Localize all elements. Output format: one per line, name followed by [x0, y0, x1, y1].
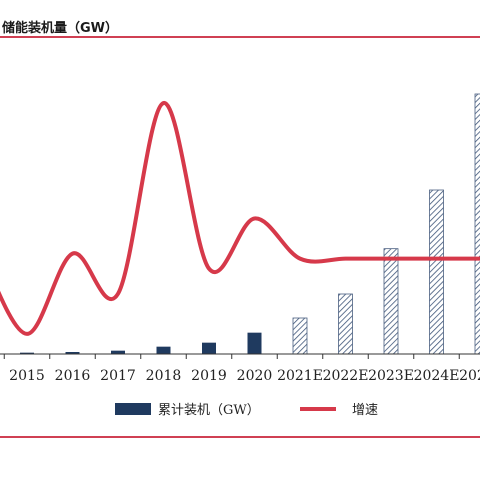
x-tick-label-2015: 2015 — [9, 368, 45, 384]
legend-swatch-bar — [115, 403, 151, 415]
bar-2019 — [202, 342, 216, 354]
bar-2018 — [156, 346, 171, 354]
x-tick-label-2018: 2018 — [146, 368, 182, 384]
x-tick-label-2023E: 2023E — [368, 368, 414, 384]
x-tick-label-2025E: 2025E — [459, 368, 480, 384]
chart-title: 储能装机量（GW） — [2, 21, 119, 36]
x-tick-label-2022E: 2022E — [323, 368, 369, 384]
bar-2022E — [338, 293, 353, 355]
legend-item-growth: 增速 — [300, 403, 378, 418]
x-tick-label-2019: 2019 — [191, 368, 227, 384]
legend-item-cumulative: 累计装机（GW） — [115, 403, 260, 418]
x-tick-label-2020: 2020 — [237, 368, 273, 384]
bar-2016 — [65, 352, 80, 354]
x-tick-label-2017: 2017 — [100, 368, 136, 384]
legend-label-growth: 增速 — [352, 403, 378, 418]
bar-2020 — [247, 332, 262, 354]
x-tick-label-2024E: 2024E — [414, 368, 460, 384]
bar-2025E — [474, 93, 480, 355]
x-tick-label-2016: 2016 — [55, 368, 91, 384]
bar-2015 — [20, 352, 34, 354]
bar-2021E — [292, 317, 308, 355]
legend-label-cumulative: 累计装机（GW） — [158, 403, 260, 418]
x-tick-label-2021E: 2021E — [277, 368, 323, 384]
bar-2017 — [111, 350, 125, 354]
bar-2023E — [383, 248, 399, 355]
bar-2024E — [429, 189, 444, 355]
series-line-growth — [0, 101, 480, 336]
